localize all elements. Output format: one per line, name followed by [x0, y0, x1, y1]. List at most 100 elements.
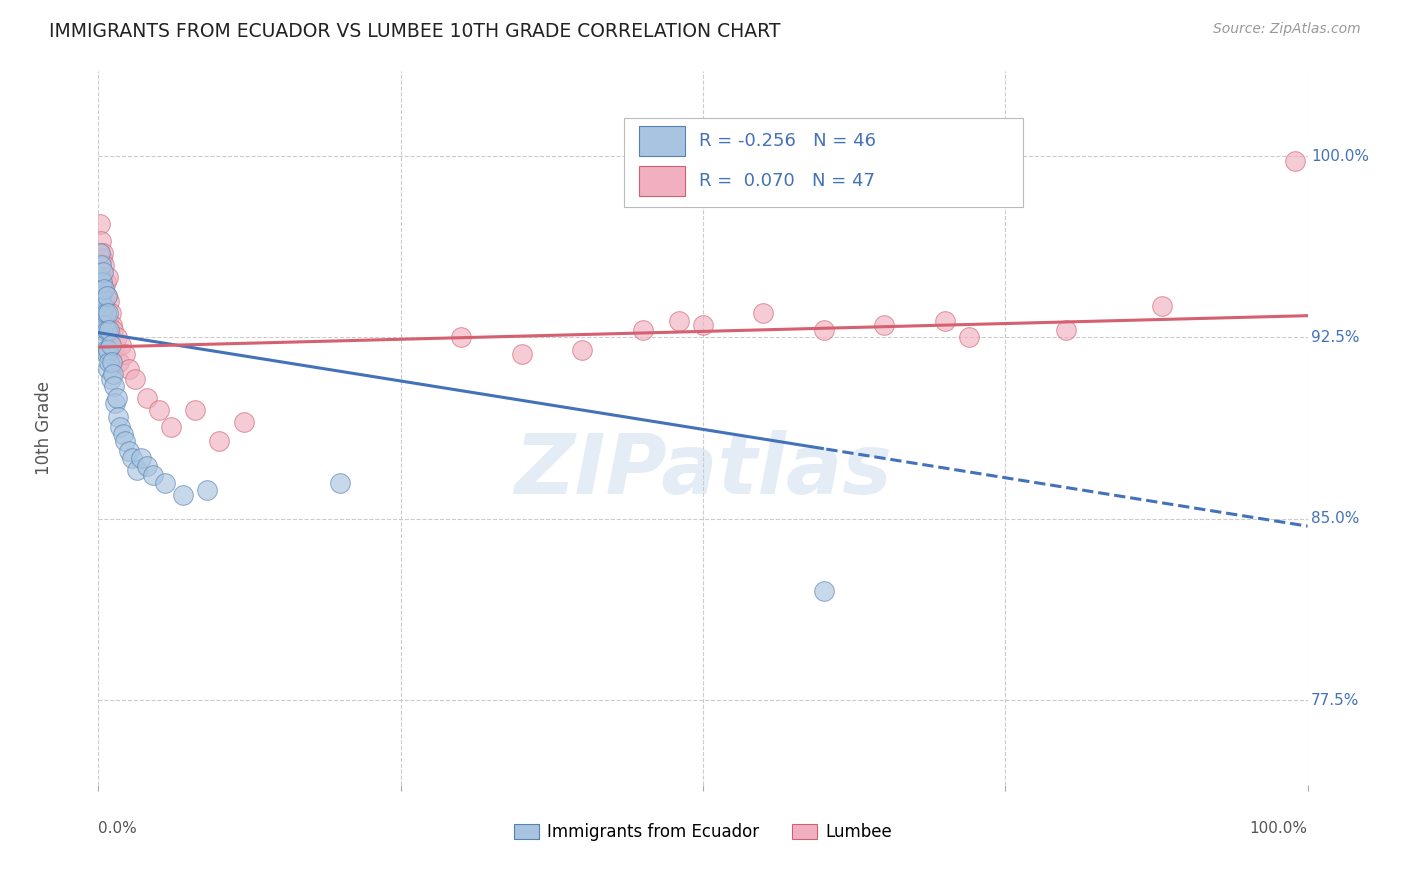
- Point: [110, 337, 132, 351]
- Point: [91, 323, 114, 337]
- Point: [1152, 299, 1174, 313]
- Point: [571, 343, 593, 357]
- Point: [98, 323, 121, 337]
- Text: R = -0.256   N = 46: R = -0.256 N = 46: [699, 132, 876, 150]
- Point: [107, 410, 129, 425]
- Point: [873, 318, 896, 333]
- Point: [129, 451, 152, 466]
- Point: [90, 234, 112, 248]
- Point: [1284, 153, 1306, 168]
- Point: [135, 458, 157, 473]
- Point: [232, 415, 254, 429]
- Point: [89, 217, 111, 231]
- Point: [90, 258, 112, 272]
- Point: [957, 330, 980, 344]
- Point: [160, 420, 183, 434]
- Point: [97, 270, 120, 285]
- Point: [96, 323, 118, 337]
- Point: [98, 294, 121, 309]
- Point: [121, 451, 143, 466]
- Point: [89, 245, 111, 260]
- Point: [142, 468, 165, 483]
- Point: [329, 475, 352, 490]
- Point: [108, 420, 131, 434]
- Point: [91, 275, 114, 289]
- Point: [97, 313, 120, 327]
- Point: [692, 318, 714, 333]
- Point: [127, 463, 149, 477]
- Point: [450, 330, 472, 344]
- Point: [631, 323, 654, 337]
- Point: [91, 282, 114, 296]
- Point: [100, 337, 122, 351]
- Point: [114, 434, 136, 449]
- Bar: [638, 166, 685, 195]
- Point: [668, 313, 690, 327]
- Text: ZIPatlas: ZIPatlas: [515, 431, 891, 511]
- Point: [91, 265, 114, 279]
- Point: [752, 306, 775, 320]
- Point: [124, 371, 146, 385]
- Point: [89, 270, 111, 285]
- Text: 77.5%: 77.5%: [1312, 693, 1360, 707]
- Point: [90, 270, 112, 285]
- Point: [934, 313, 956, 327]
- Point: [1054, 323, 1077, 337]
- Point: [98, 354, 121, 368]
- Point: [100, 371, 122, 385]
- Point: [90, 313, 112, 327]
- Point: [93, 282, 115, 296]
- Point: [813, 584, 835, 599]
- Point: [96, 289, 118, 303]
- Point: [103, 343, 125, 357]
- Point: [195, 483, 218, 497]
- Point: [114, 347, 136, 361]
- Point: [96, 289, 118, 303]
- Text: 0.0%: 0.0%: [98, 821, 138, 836]
- Legend: Immigrants from Ecuador, Lumbee: Immigrants from Ecuador, Lumbee: [508, 817, 898, 848]
- Bar: [638, 127, 685, 156]
- Point: [97, 362, 120, 376]
- Point: [94, 306, 117, 320]
- Point: [148, 403, 170, 417]
- Point: [91, 251, 114, 265]
- FancyBboxPatch shape: [624, 118, 1024, 207]
- Text: 10th Grade: 10th Grade: [35, 381, 53, 475]
- Point: [103, 379, 125, 393]
- Point: [100, 306, 122, 320]
- Point: [184, 403, 207, 417]
- Point: [89, 294, 111, 309]
- Text: IMMIGRANTS FROM ECUADOR VS LUMBEE 10TH GRADE CORRELATION CHART: IMMIGRANTS FROM ECUADOR VS LUMBEE 10TH G…: [49, 22, 780, 41]
- Point: [100, 330, 122, 344]
- Point: [90, 289, 112, 303]
- Point: [101, 323, 124, 337]
- Point: [135, 391, 157, 405]
- Point: [94, 343, 117, 357]
- Point: [105, 330, 128, 344]
- Point: [101, 367, 124, 381]
- Text: 100.0%: 100.0%: [1250, 821, 1308, 836]
- Point: [93, 318, 115, 333]
- Point: [93, 294, 115, 309]
- Point: [91, 275, 114, 289]
- Point: [91, 245, 114, 260]
- Point: [91, 306, 114, 320]
- Text: 100.0%: 100.0%: [1312, 149, 1369, 163]
- Point: [813, 323, 835, 337]
- Point: [153, 475, 176, 490]
- Text: 85.0%: 85.0%: [1312, 511, 1360, 526]
- Point: [105, 391, 128, 405]
- Point: [96, 347, 118, 361]
- Point: [208, 434, 231, 449]
- Point: [94, 275, 117, 289]
- Point: [100, 318, 122, 333]
- Text: R =  0.070   N = 47: R = 0.070 N = 47: [699, 171, 876, 189]
- Point: [94, 306, 117, 320]
- Point: [89, 245, 111, 260]
- Point: [100, 354, 122, 368]
- Point: [111, 427, 134, 442]
- Point: [118, 362, 141, 376]
- Point: [93, 337, 115, 351]
- Point: [97, 306, 120, 320]
- Text: Source: ZipAtlas.com: Source: ZipAtlas.com: [1213, 22, 1361, 37]
